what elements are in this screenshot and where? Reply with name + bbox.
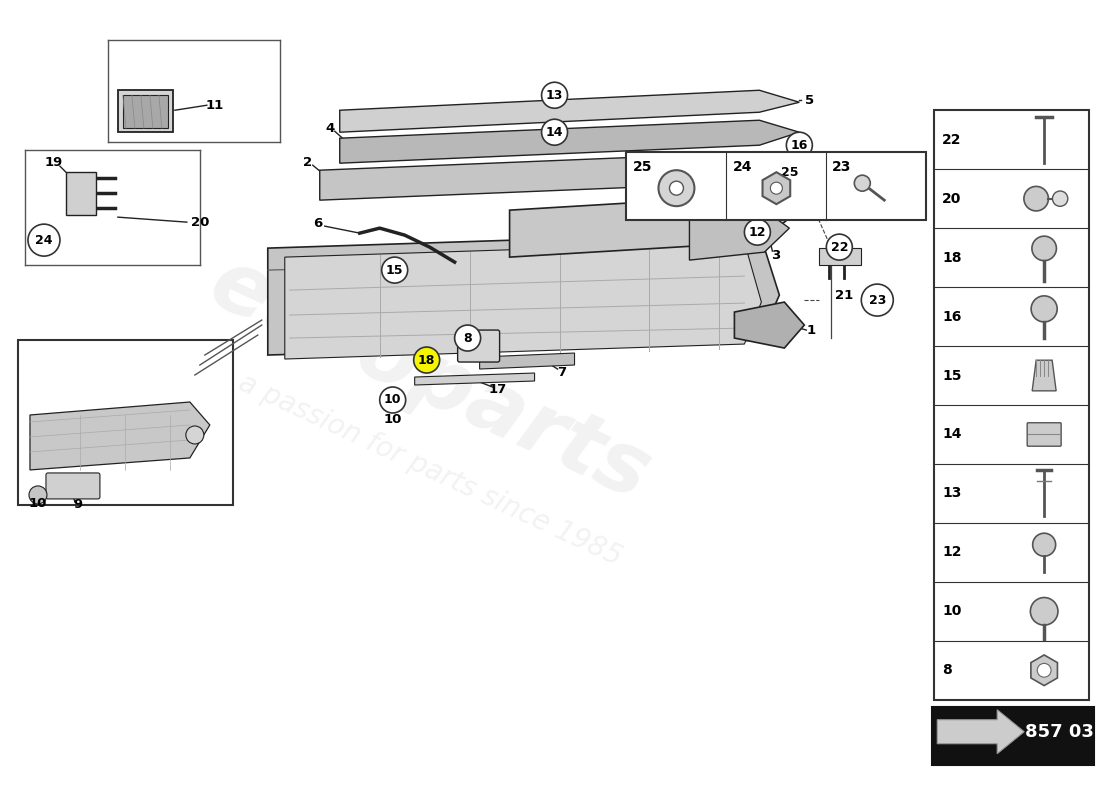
Polygon shape [267,232,780,355]
Text: 13: 13 [943,486,961,501]
Circle shape [770,182,782,194]
Circle shape [379,387,406,413]
FancyBboxPatch shape [458,330,499,362]
FancyBboxPatch shape [932,706,1094,765]
Circle shape [670,181,683,195]
Text: 10: 10 [384,394,402,406]
Text: 16: 16 [791,138,808,152]
Circle shape [454,325,481,351]
Circle shape [855,175,870,191]
Polygon shape [1032,360,1056,391]
Text: 24: 24 [35,234,53,246]
Text: 19: 19 [45,156,63,169]
Polygon shape [340,120,800,163]
FancyBboxPatch shape [1027,422,1062,446]
Text: 20: 20 [190,216,209,229]
Text: 3: 3 [771,249,780,262]
Text: 10: 10 [943,604,961,618]
Text: 20: 20 [943,192,961,206]
Text: 25: 25 [632,160,652,174]
Text: 5: 5 [805,94,814,106]
Circle shape [186,426,204,444]
Text: 10: 10 [384,414,402,426]
Circle shape [745,219,770,245]
Text: 25: 25 [781,166,799,178]
Circle shape [414,347,440,373]
Text: 12: 12 [943,546,961,559]
Polygon shape [509,195,800,257]
Text: 23: 23 [869,294,886,306]
Text: a passion for parts since 1985: a passion for parts since 1985 [233,369,626,571]
FancyBboxPatch shape [46,473,100,499]
FancyBboxPatch shape [934,110,1089,700]
Text: 14: 14 [943,427,961,442]
Circle shape [1031,296,1057,322]
Polygon shape [1031,655,1057,686]
Text: 4: 4 [326,122,334,134]
Polygon shape [735,302,804,348]
Text: 13: 13 [546,89,563,102]
Text: 1: 1 [806,323,816,337]
Text: 16: 16 [943,310,961,323]
Circle shape [1024,186,1048,211]
FancyBboxPatch shape [123,95,168,128]
FancyBboxPatch shape [627,152,926,220]
Text: 8: 8 [943,663,951,678]
Polygon shape [937,710,1024,754]
Text: 14: 14 [546,126,563,138]
Text: 857 03: 857 03 [1025,722,1093,741]
Circle shape [29,486,47,504]
Polygon shape [285,242,761,359]
Circle shape [1033,534,1056,556]
Text: 22: 22 [830,241,848,254]
Text: 6: 6 [314,217,322,230]
Circle shape [541,119,568,146]
Text: 18: 18 [943,250,961,265]
FancyBboxPatch shape [118,90,173,132]
FancyBboxPatch shape [18,340,233,505]
Text: 9: 9 [74,498,82,511]
Polygon shape [480,353,574,369]
Text: 8: 8 [463,331,472,345]
Text: 7: 7 [557,366,566,378]
Polygon shape [820,248,861,265]
Circle shape [1037,663,1052,677]
Polygon shape [66,172,96,215]
Circle shape [861,284,893,316]
Circle shape [786,132,812,158]
Text: europarts: europarts [197,242,663,518]
Text: 11: 11 [206,98,224,112]
Polygon shape [415,373,535,385]
Text: 12: 12 [749,226,766,238]
Text: 2: 2 [304,156,312,169]
Text: 21: 21 [835,289,854,302]
Polygon shape [320,152,790,200]
Circle shape [541,82,568,108]
Text: 15: 15 [943,369,961,382]
Circle shape [659,170,694,206]
Polygon shape [762,172,790,204]
Circle shape [28,224,60,256]
Text: 23: 23 [833,160,851,174]
Polygon shape [690,210,790,260]
Circle shape [1053,191,1068,206]
Polygon shape [340,90,800,132]
Circle shape [1031,598,1058,625]
Circle shape [382,257,408,283]
Text: 15: 15 [386,264,404,277]
Text: 17: 17 [488,382,507,395]
Circle shape [777,159,802,185]
Text: 24: 24 [733,160,752,174]
Circle shape [1032,236,1056,261]
Text: 22: 22 [943,133,961,146]
Text: 18: 18 [418,354,436,366]
Circle shape [826,234,852,260]
Text: 10: 10 [29,498,47,510]
Polygon shape [30,402,210,470]
